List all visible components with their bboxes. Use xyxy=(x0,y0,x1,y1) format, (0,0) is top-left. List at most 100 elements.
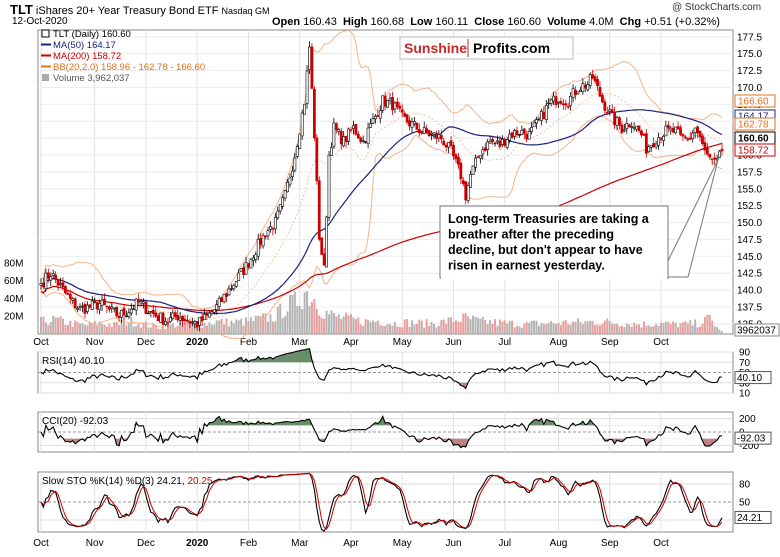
candle-body xyxy=(210,311,214,315)
volume-bar xyxy=(501,321,504,334)
volume-bar xyxy=(288,294,291,334)
candle-body xyxy=(278,203,282,212)
candle-body xyxy=(142,301,145,304)
volume-bar xyxy=(232,323,235,334)
volume-bar xyxy=(633,322,636,334)
candle-body xyxy=(417,129,421,134)
volume-bar xyxy=(342,316,345,334)
volume-tag xyxy=(734,323,780,337)
volume-bar xyxy=(464,313,467,334)
price-tick-label: 155.0 xyxy=(737,184,762,195)
candle-body xyxy=(539,111,543,121)
candle-body xyxy=(271,228,275,230)
volume-bar xyxy=(40,316,42,334)
candle-body xyxy=(42,282,45,288)
candle-body xyxy=(530,127,534,132)
candle-body xyxy=(337,129,341,132)
volume-value: 4.0M xyxy=(589,16,614,28)
candle-body xyxy=(405,114,409,123)
candle-body xyxy=(615,117,619,126)
candle-body xyxy=(437,134,441,139)
candle-body xyxy=(454,154,458,160)
candle-body xyxy=(588,74,592,86)
price-tick-label: 145.0 xyxy=(737,252,762,263)
price-tag-label: 162.78 xyxy=(738,120,769,131)
close-value: 160.60 xyxy=(507,16,541,28)
candle-body xyxy=(713,157,717,160)
candle-body xyxy=(600,94,604,103)
volume-bar xyxy=(83,324,86,334)
candle-body xyxy=(356,133,360,139)
candle-body xyxy=(120,310,123,318)
candle-body xyxy=(88,304,92,308)
candle-body xyxy=(527,131,531,140)
volume-bar xyxy=(91,323,94,334)
candle-body xyxy=(608,109,612,112)
candle-body xyxy=(276,210,280,219)
volume-bar xyxy=(125,325,128,334)
candle-body xyxy=(373,115,377,120)
volume-bar xyxy=(606,318,609,334)
price-tag-label: 164.17 xyxy=(738,112,769,123)
x-tick-label: Apr xyxy=(343,337,359,348)
candle-body xyxy=(117,316,121,319)
candle-body xyxy=(259,238,263,245)
volume-bar xyxy=(208,322,211,334)
volume-bar xyxy=(716,327,719,334)
volume-bar xyxy=(450,317,453,334)
volume-bar xyxy=(513,327,516,334)
x-tick-label: Mar xyxy=(291,538,309,549)
candle-body xyxy=(566,106,570,108)
volume-bar xyxy=(176,325,179,334)
volume-bar xyxy=(396,326,399,334)
volume-bar xyxy=(689,320,692,334)
candle-body xyxy=(449,140,453,146)
candle-body xyxy=(491,138,494,142)
rsi-tick-label: 90 xyxy=(739,348,751,359)
candle-body xyxy=(461,180,465,184)
candle-body xyxy=(447,142,451,148)
candle-body xyxy=(54,274,58,280)
candle-body xyxy=(386,100,390,108)
sto-tick-label: 50 xyxy=(739,498,751,509)
volume-bar xyxy=(64,324,67,334)
volume-bar xyxy=(664,321,667,334)
volume-bar xyxy=(708,315,711,334)
candle-body xyxy=(664,125,668,137)
volume-bar xyxy=(540,322,543,334)
candle-body xyxy=(515,130,519,136)
candle-body xyxy=(381,95,385,111)
candle-body xyxy=(139,301,143,304)
candle-body xyxy=(310,46,314,89)
panel-price xyxy=(37,29,734,335)
candle-body xyxy=(68,294,72,299)
volume-bar xyxy=(320,317,323,334)
volume-bar xyxy=(203,322,206,334)
candle-body xyxy=(444,144,448,148)
cci-tick-label: 200 xyxy=(739,414,756,425)
sto-d-line xyxy=(40,472,723,530)
candle-body xyxy=(420,132,424,134)
volume-bar xyxy=(428,325,431,334)
candle-body xyxy=(322,253,326,266)
x-tick-label: Dec xyxy=(137,538,155,549)
volume-label: Volume xyxy=(547,16,587,28)
volume-bar xyxy=(210,324,213,334)
annotation-line: risen in earnest yesterday. xyxy=(448,259,605,273)
volume-bar xyxy=(245,317,248,334)
x-tick-label: Aug xyxy=(550,538,568,549)
volume-bar xyxy=(537,325,540,334)
candle-body xyxy=(361,140,365,142)
volume-bar xyxy=(61,318,64,334)
volume-bar xyxy=(447,317,450,334)
volume-bar xyxy=(205,325,208,334)
candle-body xyxy=(234,280,238,287)
candle-body xyxy=(293,157,297,171)
watermark: @ StockCharts.com xyxy=(672,2,762,13)
candle-body xyxy=(413,121,416,125)
candle-body xyxy=(552,95,555,102)
volume-bar xyxy=(701,323,704,334)
candle-body xyxy=(222,294,226,303)
x-tick-label: May xyxy=(393,538,412,549)
